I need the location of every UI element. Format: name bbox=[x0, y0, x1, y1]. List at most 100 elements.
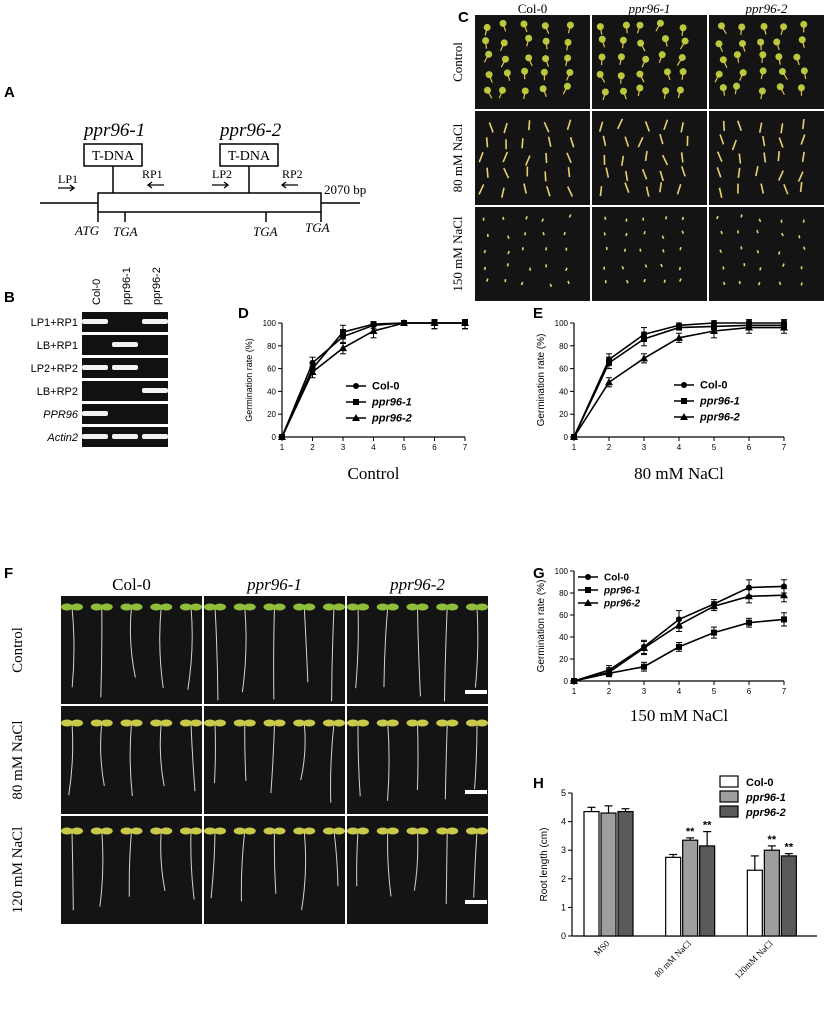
bar bbox=[699, 845, 716, 937]
germinated-seed bbox=[645, 186, 650, 197]
seedling-leaf bbox=[436, 719, 449, 727]
seedling-leaf bbox=[150, 827, 163, 835]
gel-row-label: PPR96 bbox=[43, 409, 79, 421]
lp1-label: LP1 bbox=[58, 172, 78, 186]
legend-label: ppr96-1 bbox=[603, 586, 641, 597]
germinated-seed bbox=[737, 167, 741, 179]
germinated-seed bbox=[620, 155, 625, 166]
germinated-seed bbox=[799, 181, 803, 193]
seedling-root bbox=[270, 722, 275, 794]
germinated-seed bbox=[801, 151, 805, 163]
seedling-leaf bbox=[204, 827, 216, 835]
seedling-root bbox=[333, 830, 339, 887]
gel-panel: Col-0 ppr96-1 ppr96-2 LP1+RP1 LB+RP1 LP2+RP2 L… bbox=[31, 267, 168, 447]
germinated-seed bbox=[502, 151, 509, 163]
seedling-leaf bbox=[323, 827, 335, 835]
gel-band bbox=[112, 434, 138, 439]
germinated-seed bbox=[547, 136, 552, 147]
x-tick-label: 4 bbox=[677, 443, 682, 452]
seedling-leaf bbox=[376, 719, 389, 727]
seedling-root bbox=[499, 42, 505, 52]
data-point bbox=[781, 616, 787, 623]
panel-label-a: A bbox=[4, 84, 15, 101]
germinated-seed bbox=[503, 167, 510, 179]
seedling-root bbox=[244, 722, 247, 781]
chart-g: 0 20 40 60 80 100 1 2 3 4 5 6 7 Germination rate (%) 1… bbox=[536, 567, 788, 725]
seedling-leaf bbox=[150, 603, 163, 611]
seedling-leaf bbox=[71, 719, 83, 727]
allele1-label: ppr96-1 bbox=[82, 120, 145, 141]
seedling-root bbox=[718, 43, 724, 53]
seedling-root bbox=[473, 830, 478, 898]
legend-label: ppr96-2 bbox=[603, 599, 641, 610]
photo-column-label: Col-0 bbox=[112, 575, 151, 594]
gel-lane-label: ppr96-2 bbox=[151, 267, 163, 305]
seedling-leaf bbox=[476, 827, 488, 835]
seedling-root bbox=[544, 25, 550, 34]
seedling-leaf bbox=[466, 827, 478, 835]
photo-column-label: ppr96-2 bbox=[745, 1, 788, 16]
bar bbox=[763, 849, 780, 937]
data-point bbox=[430, 319, 439, 326]
germinated-seed bbox=[755, 165, 759, 177]
germinated-seed bbox=[757, 281, 761, 286]
germinated-seed bbox=[778, 170, 784, 181]
y-tick-label: 0 bbox=[564, 433, 569, 442]
seedling-leaf bbox=[386, 827, 399, 835]
seedling-root bbox=[734, 86, 738, 95]
seedling-leaf bbox=[90, 827, 103, 835]
germinated-seed bbox=[644, 264, 648, 268]
germinated-seed bbox=[549, 283, 553, 288]
germinated-seed bbox=[679, 246, 682, 251]
data-point bbox=[675, 620, 683, 628]
seedling-leaf bbox=[303, 719, 316, 727]
seedling-root bbox=[780, 26, 785, 35]
seedling-root bbox=[301, 830, 307, 911]
data-point bbox=[605, 378, 613, 386]
x-tick-label: 5 bbox=[712, 687, 717, 696]
seedling-root bbox=[356, 830, 359, 887]
legend-label: Col-0 bbox=[746, 777, 774, 789]
germinated-seed bbox=[756, 249, 760, 254]
gel-band bbox=[82, 411, 108, 416]
seedling-root bbox=[620, 75, 622, 84]
data-point bbox=[680, 413, 688, 420]
germinated-seed bbox=[507, 235, 510, 240]
seedling-root bbox=[99, 830, 104, 907]
significance-label: ** bbox=[785, 842, 794, 854]
seedling-root bbox=[680, 40, 686, 50]
seedling-leaf bbox=[100, 603, 113, 611]
seedling-root bbox=[566, 72, 571, 81]
germinated-seed bbox=[680, 166, 686, 177]
seedling-leaf bbox=[263, 603, 276, 611]
germinated-seed bbox=[720, 230, 723, 235]
seedling-root bbox=[213, 722, 216, 784]
seedling-root bbox=[484, 27, 488, 36]
seedling-leaf bbox=[233, 603, 246, 611]
scale-bar bbox=[465, 690, 487, 694]
significance-label: ** bbox=[686, 826, 695, 838]
seedling-root bbox=[761, 54, 764, 63]
y-tick-label: 40 bbox=[267, 387, 276, 396]
bar bbox=[583, 810, 600, 937]
data-point bbox=[676, 643, 682, 650]
y-tick-label: 80 bbox=[559, 342, 568, 351]
germinated-seed bbox=[644, 150, 648, 162]
seedling-root bbox=[71, 830, 74, 911]
x-tick-label: 7 bbox=[782, 443, 787, 452]
germinated-seed bbox=[763, 152, 767, 163]
seedling-leaf bbox=[416, 603, 429, 611]
seedling-root bbox=[801, 39, 805, 48]
seedling-root bbox=[739, 72, 744, 81]
atg-label: ATG bbox=[74, 223, 100, 238]
germinated-seed bbox=[624, 182, 630, 193]
gel-band bbox=[82, 365, 108, 370]
seedling-leaf bbox=[357, 827, 369, 835]
y-tick-label: 0 bbox=[564, 677, 569, 686]
germinated-seed bbox=[616, 118, 624, 130]
photo-row-label: 150 mM NaCl bbox=[450, 216, 465, 292]
germinated-seed bbox=[507, 250, 511, 255]
seedling-leaf bbox=[406, 603, 419, 611]
data-point bbox=[746, 584, 752, 591]
germinated-seed bbox=[802, 246, 806, 251]
